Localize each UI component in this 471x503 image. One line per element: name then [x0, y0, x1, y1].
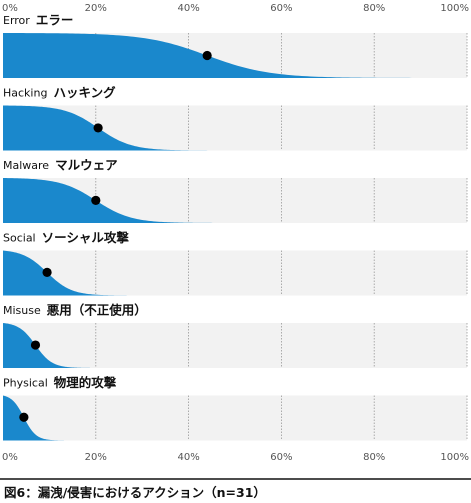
density-area — [3, 178, 260, 223]
panel-malware: Malware マルウェア — [3, 158, 468, 223]
panel-misuse: Misuse 悪用（不正使用） — [3, 303, 468, 368]
bottom-axis-tick-label-80: 80% — [363, 452, 385, 463]
density-area — [3, 323, 113, 368]
bottom-axis-tick-label-100: 100% — [440, 452, 469, 463]
panel-background — [3, 323, 467, 368]
panel-label-ja: ソーシャル攻撃 — [42, 230, 130, 245]
bottom-axis-tick-label-20: 20% — [85, 452, 107, 463]
panel-label-ja: 悪用（不正使用） — [47, 303, 147, 318]
density-area — [3, 250, 160, 296]
marker-point — [30, 340, 41, 350]
panel-social: Social ソーシャル攻撃 — [3, 230, 468, 296]
panel-hacking: Hacking ハッキング — [3, 85, 468, 151]
bottom-axis-tick-label-40: 40% — [177, 452, 199, 463]
panels: Error エラー Hacking ハッキング Malware マルウェア Social ソー… — [3, 13, 468, 441]
marker-point — [19, 412, 29, 422]
chart-caption: 図6：漏洩/侵害におけるアクション（n=31） — [4, 485, 266, 500]
panel-label-en: Misuse — [3, 304, 41, 317]
panel-label-ja: エラー — [36, 13, 74, 28]
panel-background — [3, 395, 467, 441]
panel-error: Error エラー — [3, 13, 468, 78]
panel-background — [3, 250, 467, 296]
panel-label-en: Error — [3, 14, 30, 27]
panel-label-ja: ハッキング — [53, 85, 116, 100]
density-area — [3, 105, 252, 151]
panel-label-en: Malware — [3, 159, 49, 172]
marker-point — [93, 123, 103, 133]
bottom-axis: 0% 20% 40% 60% 80% 100% — [2, 452, 469, 463]
top-axis-tick-label-60: 60% — [270, 3, 292, 14]
marker-point — [42, 267, 52, 278]
density-area — [3, 33, 467, 78]
density-area — [3, 395, 81, 441]
bottom-axis-tick-label-0: 0% — [2, 452, 18, 463]
panel-label-ja: マルウェア — [55, 158, 118, 173]
top-axis-tick-label-100: 100% — [440, 3, 469, 14]
top-axis-tick-label-20: 20% — [85, 3, 107, 14]
top-axis-tick-label-40: 40% — [177, 3, 199, 14]
panel-physical: Physical 物理的攻撃 — [3, 375, 468, 441]
top-axis-tick-label-80: 80% — [363, 3, 385, 14]
panel-label-ja: 物理的攻撃 — [54, 375, 117, 390]
panel-label-en: Social — [3, 232, 36, 245]
panel-label-en: Hacking — [3, 87, 47, 100]
panel-label-en: Physical — [3, 377, 48, 390]
top-axis: 0% 20% 40% 60% 80% 100% — [2, 3, 469, 14]
top-axis-tick-label-0: 0% — [2, 3, 18, 14]
marker-point — [202, 50, 212, 61]
bottom-axis-tick-label-60: 60% — [270, 452, 292, 463]
marker-point — [91, 195, 101, 205]
